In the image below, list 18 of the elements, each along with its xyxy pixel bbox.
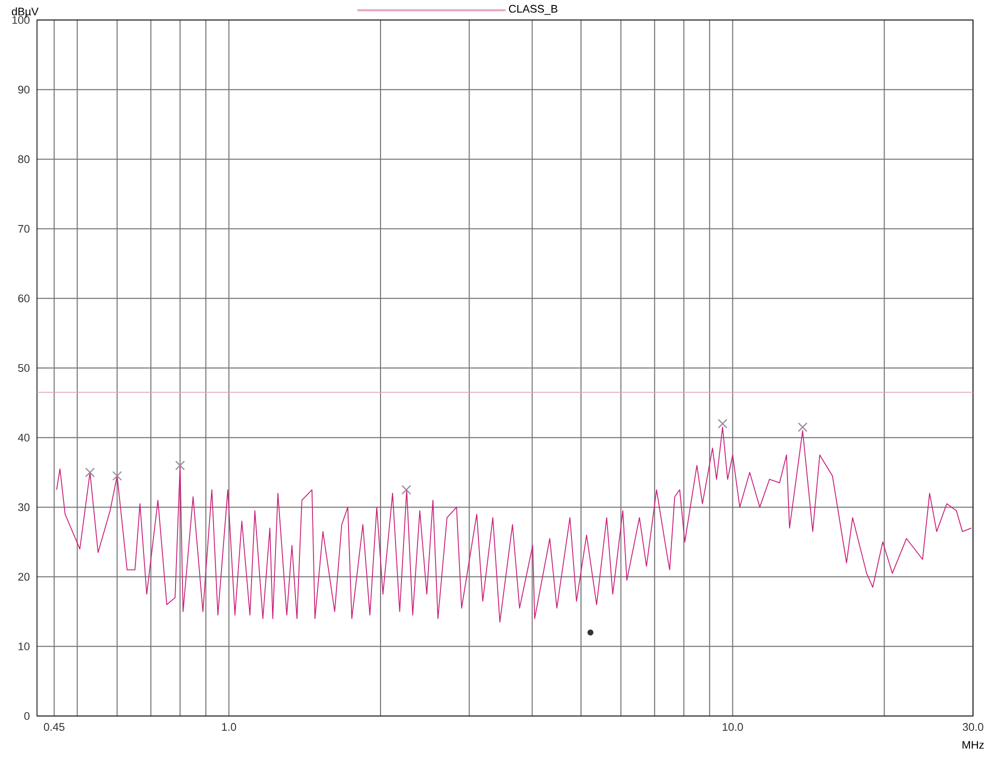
x-tick-label: 1.0 xyxy=(222,723,236,731)
y-tick-label: 100 xyxy=(12,16,30,24)
y-tick-label: 0 xyxy=(24,712,30,720)
y-tick-label: 20 xyxy=(18,572,30,581)
text: CLASS_B xyxy=(508,4,558,15)
y-tick-label: 50 xyxy=(18,364,30,372)
y-tick-label: 80 xyxy=(18,155,30,164)
x-tick-label: 10.0 xyxy=(722,723,743,731)
x-axis-title: MHz xyxy=(962,741,984,749)
y-tick-label: 10 xyxy=(18,642,30,650)
y-tick-label: 70 xyxy=(18,224,30,233)
y-tick-label: 30 xyxy=(18,503,30,512)
y-tick-label: 40 xyxy=(18,434,30,442)
y-axis-title: dBµV xyxy=(12,7,39,18)
y-tick-label: 60 xyxy=(18,294,30,302)
x-tick-label: 30.0 xyxy=(962,723,984,731)
x-tick-label: 0.45 xyxy=(44,723,64,731)
y-tick-label: 90 xyxy=(18,86,30,94)
